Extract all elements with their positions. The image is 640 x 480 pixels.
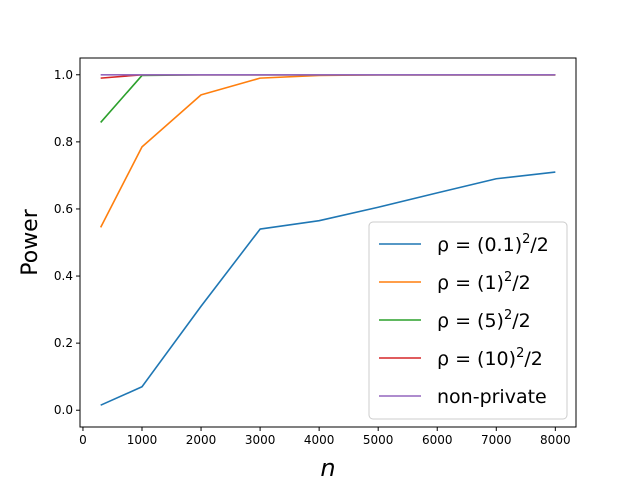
x-tick-label: 8000 (540, 433, 571, 447)
y-axis-label: Power (18, 208, 43, 275)
y-tick-label: 0.0 (54, 403, 73, 417)
series-line-1 (100, 171, 556, 406)
legend-label-4: ρ = (10)2/2 (437, 346, 543, 370)
x-tick-label: 4000 (304, 433, 335, 447)
y-tick-label: 0.6 (54, 202, 73, 216)
x-axis-ticks: 0 1000 2000 3000 4000 5000 6000 7000 8000 (79, 427, 571, 447)
series-layer (99, 73, 556, 406)
x-tick-label: 1000 (127, 433, 158, 447)
plot-frame (79, 57, 577, 428)
legend-box (368, 221, 568, 420)
y-tick-label: 0.4 (54, 269, 73, 283)
legend: ρ = (0.1)2/2 ρ = (1)2/2 ρ = (5)2/2 ρ = (10)… (368, 221, 568, 420)
x-tick-label: 2000 (186, 433, 217, 447)
y-axis-ticks: 0.0 0.2 0.4 0.6 0.8 1.0 (54, 68, 80, 417)
x-axis-label: n (320, 454, 335, 480)
legend-label-5: non-private (437, 386, 547, 408)
x-tick-label: 6000 (422, 433, 453, 447)
x-tick-label: 7000 (481, 433, 512, 447)
legend-label-3: ρ = (5)2/2 (437, 308, 531, 332)
y-tick-label: 0.2 (54, 336, 73, 350)
y-tick-label: 1.0 (54, 68, 73, 82)
x-tick-label: 3000 (245, 433, 276, 447)
y-tick-label: 0.8 (54, 135, 73, 149)
legend-label-1: ρ = (0.1)2/2 (437, 232, 549, 256)
x-tick-label: 5000 (363, 433, 394, 447)
legend-label-2: ρ = (1)2/2 (437, 270, 531, 294)
x-tick-label: 0 (79, 433, 87, 447)
